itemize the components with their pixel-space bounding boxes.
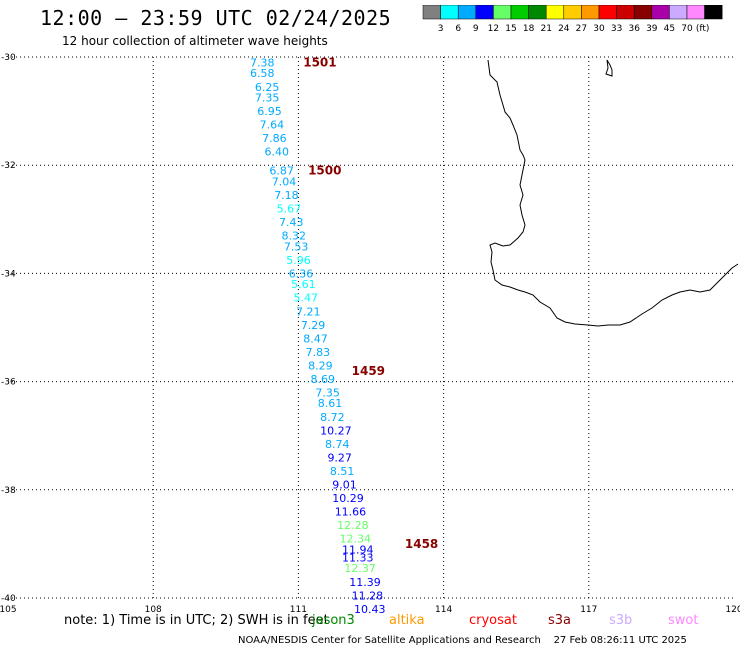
coastline: [487, 59, 739, 327]
page-subtitle: 12 hour collection of altimeter wave hei…: [62, 34, 328, 48]
wave-height-value: 7.04: [272, 175, 297, 188]
wave-height-value: 8.51: [330, 465, 355, 478]
wave-height-value: 10.29: [332, 492, 364, 505]
satellite-legend-item: swot: [668, 613, 699, 628]
wave-height-value: 11.39: [349, 576, 381, 589]
lat-tick-label: -40: [1, 594, 16, 604]
wave-height-value: 9.27: [327, 451, 352, 464]
wave-height-value: 12.28: [337, 519, 369, 532]
wave-height-value: 6.25: [255, 81, 280, 94]
lon-tick-label: 111: [290, 605, 307, 615]
wave-height-value: 5.61: [291, 278, 316, 291]
satellite-legend-item: s3b: [609, 613, 633, 628]
colorbar-label: 33: [611, 24, 622, 34]
wave-height-value: 7.53: [284, 240, 309, 253]
wave-height-value: 7.38: [250, 56, 275, 69]
wave-height-value: 8.69: [311, 373, 336, 386]
time-label: 1459: [352, 364, 385, 378]
lat-tick-label: -30: [1, 53, 16, 63]
colorbar-label: 6: [455, 24, 461, 34]
colorbar-label: 70: [681, 24, 693, 34]
colorbar-label: 30: [593, 24, 605, 34]
time-labels: 1501 1500 1459 1458: [303, 55, 438, 550]
wave-height-value: 6.36: [289, 267, 314, 280]
colorbar-label: 27: [576, 24, 587, 34]
colorbar-label: 15: [505, 24, 516, 34]
wave-height-value: 6.95: [257, 105, 282, 118]
map-frame: [0, 57, 740, 600]
colorbar-label: 21: [540, 24, 551, 34]
lat-tick-label: -32: [1, 161, 16, 171]
satellite-legend-item: cryosat: [469, 613, 517, 628]
wave-height-value: 7.35: [315, 386, 340, 399]
colorbar-label: 45: [664, 24, 675, 34]
colorbar-label: 36: [628, 24, 640, 34]
wave-height-value: 8.74: [325, 438, 350, 451]
color-legend: 3 6 9 12 15 18 21 24 27 30 33 36 39 45 70 (ft): [422, 5, 723, 34]
colorbar-swatch: [704, 5, 723, 20]
lat-tick-label: -34: [1, 269, 16, 279]
lat-tick-label: -38: [1, 486, 16, 496]
satellite-legend-item: altika: [389, 613, 425, 628]
colorbar-label: 9: [473, 24, 479, 34]
wave-height-value: 7.86: [262, 132, 287, 145]
observation-labels: 7.386.586.257.356.957.647.866.406.877.04…: [250, 56, 386, 615]
wave-height-value: 7.35: [255, 92, 280, 105]
wave-height-value: 10.27: [320, 424, 352, 437]
wave-height-value: 5.96: [286, 254, 311, 267]
lon-tick-label: 120: [725, 605, 740, 615]
australia-coastline: [487, 59, 739, 327]
colorbar-label: 12: [488, 24, 499, 34]
satellite-legend-item: jason3: [312, 613, 355, 628]
wave-height-value: 11.28: [352, 589, 384, 602]
colorbar-label: 39: [646, 24, 658, 34]
time-label: 1500: [308, 164, 341, 178]
wave-height-value: 5.47: [294, 292, 319, 305]
wave-height-value: 7.29: [301, 319, 326, 332]
colorbar-unit: (ft): [696, 24, 710, 34]
lon-tick-label: 117: [580, 605, 597, 615]
note-text: note: 1) Time is in UTC; 2) SWH is in fe…: [64, 613, 329, 628]
wave-height-value: 12.34: [340, 532, 372, 545]
wave-height-value: 6.87: [269, 165, 294, 178]
wave-height-value: 7.21: [296, 305, 321, 318]
wave-height-value: 9.01: [332, 478, 357, 491]
colorbar-label: 3: [438, 24, 444, 34]
wave-height-value: 5.67: [277, 202, 302, 215]
wave-height-value: 6.40: [265, 146, 290, 159]
wave-height-value: 6.58: [250, 67, 275, 80]
wave-height-value: 8.47: [303, 332, 328, 345]
wave-height-value: 8.29: [308, 359, 333, 372]
page-title: 12:00 – 23:59 UTC 02/24/2025: [40, 6, 392, 30]
footer-credit: NOAA/NESDIS Center for Satellite Applica…: [238, 635, 687, 646]
wave-height-value: 7.43: [279, 216, 304, 229]
wave-height-value: 11.94: [342, 543, 374, 556]
wave-height-value: 7.18: [274, 189, 299, 202]
wave-height-value: 11.66: [335, 505, 367, 518]
wave-height-value: 11.33: [342, 551, 374, 564]
wave-height-value: 12.37: [344, 562, 376, 575]
wave-height-value: 7.64: [260, 119, 285, 132]
wave-height-value: 10.43: [354, 603, 386, 616]
wave-height-value: 7.83: [306, 346, 331, 359]
colorbar-label: 18: [523, 24, 535, 34]
lon-tick-label: 108: [145, 605, 162, 615]
grid-lines: [8, 56, 734, 599]
island-outline: [605, 59, 613, 77]
wave-height-value: 8.72: [320, 411, 345, 424]
lat-tick-label: -36: [1, 378, 16, 388]
lon-tick-label: 114: [435, 605, 452, 615]
wave-height-value: 8.61: [318, 397, 343, 410]
wave-height-value: 8.32: [281, 230, 306, 243]
lon-tick-label: 105: [0, 605, 17, 615]
colorbar-label: 24: [558, 24, 570, 34]
time-label: 1458: [405, 537, 438, 551]
time-label: 1501: [303, 55, 336, 69]
axis-ticks: 105 108 111 114 117 120 -30 -32 -34 -36 -38 -40: [0, 53, 740, 615]
satellite-legend-item: s3a: [548, 613, 572, 628]
